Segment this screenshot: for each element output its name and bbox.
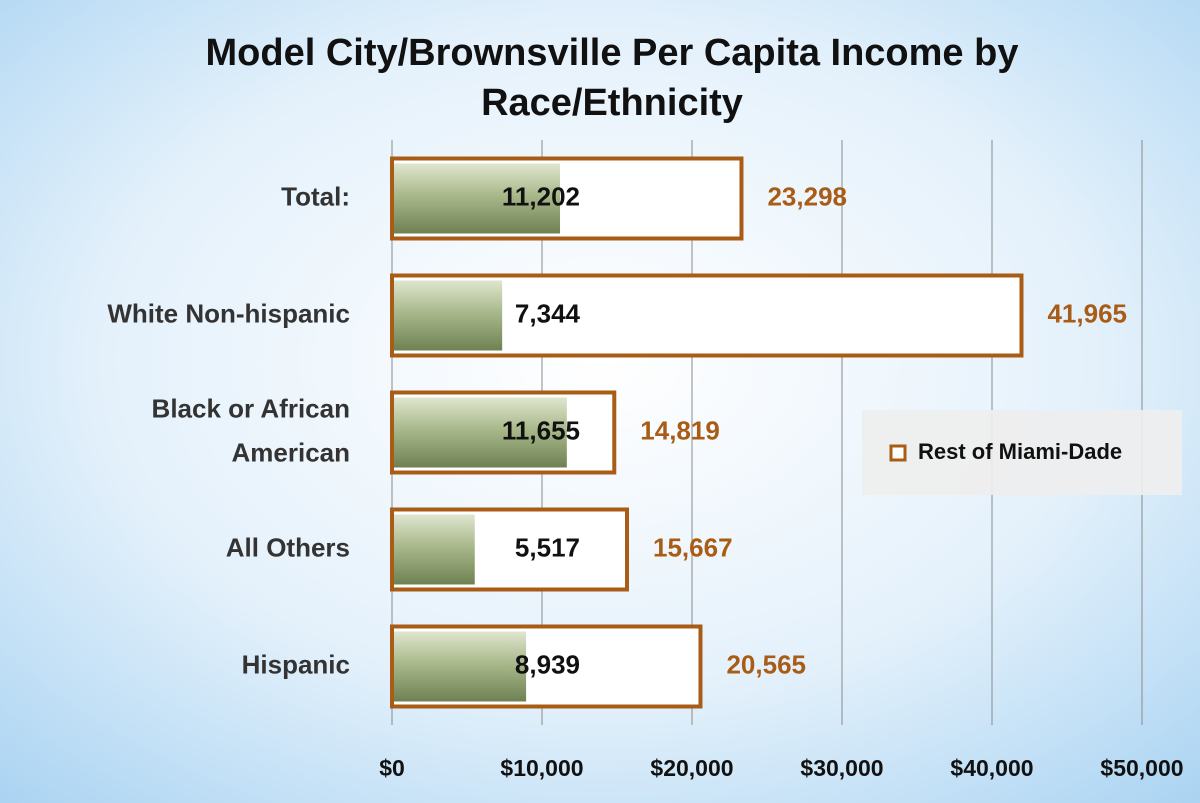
x-tick-label: $50,000 — [1100, 755, 1183, 781]
bar — [394, 163, 561, 234]
bar — [394, 631, 527, 702]
value-label: 15,667 — [653, 532, 733, 562]
value-label: 20,565 — [726, 649, 806, 679]
value-label: 7,344 — [515, 298, 581, 328]
legend-box — [862, 410, 1182, 495]
bar — [394, 397, 567, 468]
value-label: 14,819 — [640, 415, 720, 445]
category-label: All Others — [226, 532, 350, 562]
x-tick-label: $40,000 — [950, 755, 1033, 781]
category-label: Black or African American — [152, 393, 350, 467]
value-label: 23,298 — [767, 181, 847, 211]
chart-title: Model City/Brownsville Per Capita Income… — [206, 32, 1019, 124]
value-label: 11,202 — [502, 181, 580, 211]
category-label: Hispanic — [242, 649, 350, 679]
bar — [394, 280, 503, 351]
value-label: 11,655 — [502, 415, 580, 445]
x-tick-label: $20,000 — [650, 755, 733, 781]
x-tick-label: $10,000 — [500, 755, 583, 781]
value-label: 41,965 — [1047, 298, 1127, 328]
legend-marker — [889, 444, 907, 462]
category-label: White Non-hispanic — [107, 298, 350, 328]
category-label: Total: — [281, 181, 350, 211]
x-tick-label: $0 — [379, 755, 405, 781]
bar — [394, 514, 475, 585]
x-tick-label: $30,000 — [800, 755, 883, 781]
value-label: 8,939 — [515, 649, 580, 679]
value-label: 5,517 — [515, 532, 580, 562]
legend-label: Rest of Miami-Dade — [918, 439, 1122, 464]
